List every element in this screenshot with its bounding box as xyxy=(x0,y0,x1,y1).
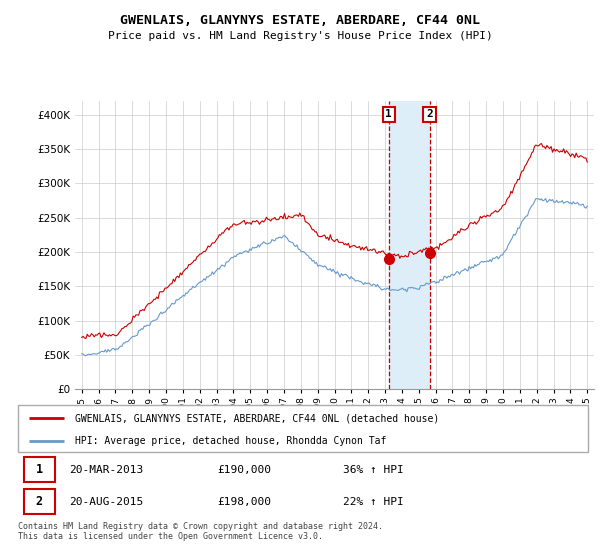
Text: 36% ↑ HPI: 36% ↑ HPI xyxy=(343,465,404,474)
Text: 2: 2 xyxy=(36,495,43,508)
Text: GWENLAIS, GLANYNYS ESTATE, ABERDARE, CF44 0NL: GWENLAIS, GLANYNYS ESTATE, ABERDARE, CF4… xyxy=(120,14,480,27)
Text: 20-MAR-2013: 20-MAR-2013 xyxy=(70,465,143,474)
Text: GWENLAIS, GLANYNYS ESTATE, ABERDARE, CF44 0NL (detached house): GWENLAIS, GLANYNYS ESTATE, ABERDARE, CF4… xyxy=(75,413,439,423)
FancyBboxPatch shape xyxy=(18,405,588,452)
Text: 22% ↑ HPI: 22% ↑ HPI xyxy=(343,497,404,507)
Text: Contains HM Land Registry data © Crown copyright and database right 2024.
This d: Contains HM Land Registry data © Crown c… xyxy=(18,522,383,542)
FancyBboxPatch shape xyxy=(24,489,55,514)
Text: 20-AUG-2015: 20-AUG-2015 xyxy=(70,497,143,507)
Text: 2: 2 xyxy=(426,109,433,119)
Text: Price paid vs. HM Land Registry's House Price Index (HPI): Price paid vs. HM Land Registry's House … xyxy=(107,31,493,41)
Bar xyxy=(389,101,430,389)
Text: HPI: Average price, detached house, Rhondda Cynon Taf: HPI: Average price, detached house, Rhon… xyxy=(75,436,386,446)
Text: 1: 1 xyxy=(36,463,43,476)
Text: £190,000: £190,000 xyxy=(218,465,271,474)
Text: 1: 1 xyxy=(385,109,392,119)
FancyBboxPatch shape xyxy=(24,458,55,482)
Text: £198,000: £198,000 xyxy=(218,497,271,507)
